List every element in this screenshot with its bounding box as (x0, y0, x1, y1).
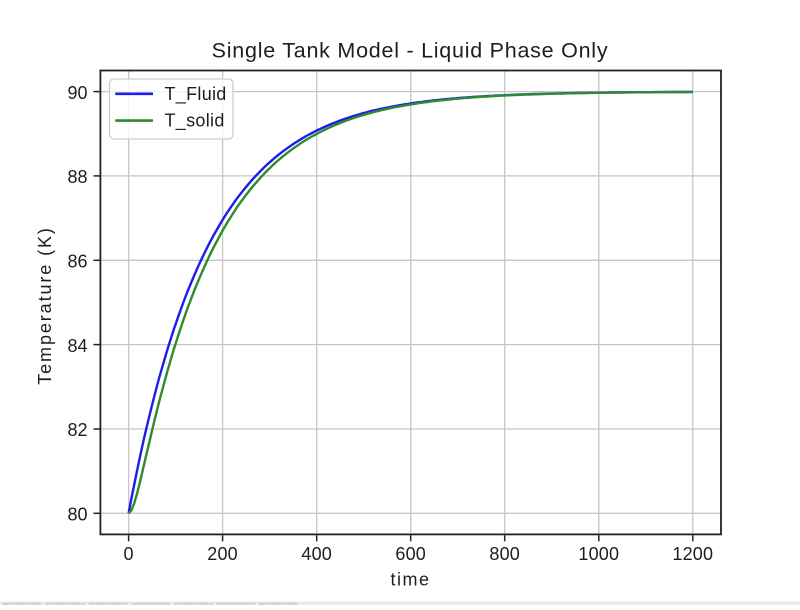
svg-text:800: 800 (489, 544, 520, 564)
svg-text:1200: 1200 (672, 544, 713, 564)
svg-text:88: 88 (67, 167, 87, 187)
svg-text:1000: 1000 (578, 544, 619, 564)
svg-text:T_Fluid: T_Fluid (165, 84, 227, 105)
svg-text:0: 0 (123, 544, 133, 564)
svg-text:90: 90 (67, 83, 87, 103)
svg-text:600: 600 (395, 544, 426, 564)
svg-text:400: 400 (301, 544, 332, 564)
svg-text:200: 200 (207, 544, 238, 564)
svg-text:86: 86 (67, 252, 87, 272)
svg-text:Temperature (K): Temperature (K) (35, 226, 55, 385)
svg-text:time: time (390, 570, 430, 590)
svg-text:Single Tank Model - Liquid Pha: Single Tank Model - Liquid Phase Only (212, 39, 609, 63)
svg-text:T_solid: T_solid (165, 111, 225, 132)
svg-text:80: 80 (67, 505, 87, 525)
svg-text:82: 82 (67, 420, 87, 440)
svg-text:84: 84 (67, 336, 87, 356)
